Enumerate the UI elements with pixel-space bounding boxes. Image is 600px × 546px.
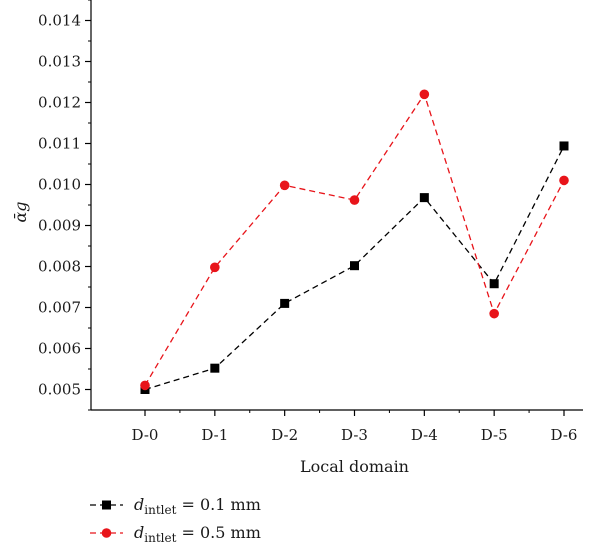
x-tick-label: D-4	[411, 426, 438, 444]
legend-item: dintlet = 0.5 mm	[90, 523, 261, 545]
y-tick-label: 0.014	[38, 12, 81, 30]
series-1	[140, 89, 569, 391]
series-0	[140, 141, 569, 394]
y-tick-label: 0.013	[38, 53, 81, 71]
legend-label: dintlet = 0.1 mm	[134, 495, 261, 517]
y-axis-title-text: ᾱg	[11, 201, 30, 222]
legend-swatch-marker	[101, 528, 112, 538]
x-axis-ticks: D-0 D-1 D-2 D-3 D-4 D-5 D-6	[132, 410, 578, 444]
y-tick-label: 0.006	[38, 340, 81, 358]
y-axis-title: ᾱg	[11, 201, 30, 222]
data-point-square	[489, 279, 499, 289]
legend-swatch-marker	[102, 500, 111, 510]
y-tick-label: 0.007	[38, 299, 81, 317]
x-tick-label: D-2	[271, 426, 298, 444]
legend-item: dintlet = 0.1 mm	[90, 495, 261, 517]
data-point-circle	[419, 89, 430, 100]
data-point-circle	[559, 175, 569, 186]
x-axis-title: Local domain	[300, 457, 409, 476]
legend: dintlet = 0.1 mm dintlet = 0.5 mm	[90, 495, 261, 545]
data-point-circle	[279, 180, 290, 191]
data-point-circle	[489, 308, 499, 319]
x-tick-label: D-0	[132, 426, 159, 444]
data-point-square	[350, 261, 359, 271]
y-tick-label: 0.011	[38, 135, 81, 153]
y-tick-label: 0.008	[38, 258, 81, 276]
x-tick-label: D-5	[481, 426, 508, 444]
x-tick-label: D-3	[341, 426, 368, 444]
data-point-square	[559, 141, 569, 151]
data-point-circle	[349, 195, 360, 205]
data-point-circle	[210, 262, 220, 273]
y-axis-ticks: 0.005 0.006 0.007 0.008 0.009 0.010 0.011 0.012…	[38, 0, 91, 411]
y-tick-label: 0.009	[38, 217, 81, 235]
y-tick-label: 0.005	[38, 381, 81, 399]
data-point-circle	[140, 380, 150, 391]
y-tick-label: 0.012	[38, 94, 81, 112]
x-tick-label: D-6	[551, 426, 578, 444]
axes	[90, 0, 583, 411]
series-line	[144, 92, 565, 386]
x-tick-label: D-1	[201, 426, 228, 444]
data-point-square	[419, 193, 429, 203]
data-point-square	[210, 363, 220, 373]
data-point-square	[280, 298, 290, 308]
y-tick-label: 0.010	[38, 176, 81, 194]
legend-label: dintlet = 0.5 mm	[134, 523, 261, 545]
series-layer	[140, 89, 569, 394]
